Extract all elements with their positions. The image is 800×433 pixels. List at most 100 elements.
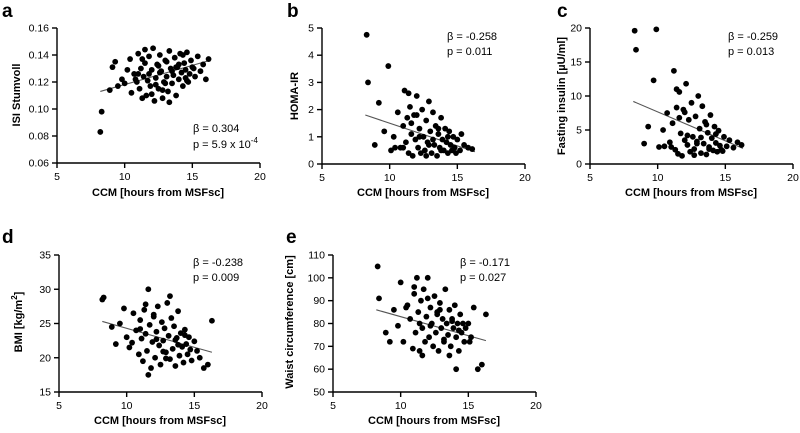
panel-c-point — [681, 109, 688, 116]
panel-d-point — [121, 305, 127, 312]
panel-b-x-label: CCM [hours from MSFsc] — [357, 187, 489, 199]
panel-c-point — [666, 139, 673, 146]
panel-a-point — [144, 77, 151, 84]
panel-a-point — [152, 75, 159, 81]
panel-a-y-tick-label: 0.14 — [29, 50, 50, 62]
panel-c-point — [707, 112, 714, 118]
panel-a-point — [136, 85, 143, 92]
panel-e-point — [416, 348, 423, 354]
panel-e-y-label: Waist circumference [cm] — [284, 255, 296, 389]
panel-a-point — [166, 99, 173, 106]
panel-c-point — [738, 142, 745, 148]
panel-c-x-tick-label: 20 — [787, 172, 799, 184]
panel-b-point — [444, 150, 451, 157]
panel-b-beta: β = -0.258 — [447, 31, 497, 43]
panel-b-point — [415, 144, 421, 151]
panel-c-y-tick-label: 10 — [570, 91, 582, 103]
panel-d-point — [153, 328, 160, 335]
panel-e-ticks: 5 10 15 20 50 60 70 80 90 100 110 — [307, 250, 542, 413]
panel-d-point — [164, 300, 171, 306]
panel-d-pvalue: p = 0.009 — [193, 272, 239, 284]
panel-d-point — [160, 348, 167, 355]
panel-e-point — [382, 329, 389, 336]
panel-c-point — [669, 120, 676, 127]
panel-e: e 5 10 15 20 50 60 70 80 90 100 110 CCM [hours fro… — [284, 227, 542, 427]
panel-e-point — [415, 309, 422, 315]
panel-d-y-label-exponent: 2 — [10, 295, 19, 300]
panel-a-beta: β = 0.304 — [193, 123, 239, 135]
panel-d: d 5 10 15 20 15 20 25 30 35 CCM [hours from MSFs… — [2, 227, 268, 427]
panel-d-point — [144, 348, 150, 354]
panel-d-point — [172, 337, 179, 343]
panel-c-y-tick-label: 5 — [576, 125, 582, 137]
panel-b-y-tick-label: 1 — [308, 131, 314, 143]
panel-a-point — [173, 92, 179, 99]
panel-b-x-tick-label: 20 — [519, 172, 531, 184]
panel-e-point — [407, 316, 414, 322]
panel-a-point — [148, 91, 155, 98]
panel-d-point — [141, 306, 148, 313]
panel-e-point — [376, 295, 382, 302]
panel-e-point — [416, 320, 423, 327]
panel-b-point — [408, 131, 415, 137]
panel-c-point — [703, 151, 710, 158]
panel-b-y-tick-label: 5 — [308, 23, 314, 35]
panel-e-point — [466, 338, 473, 345]
panel-a-point — [194, 53, 201, 60]
panel-a-pvalue-exponent: -4 — [251, 136, 259, 145]
panel-b-y-tick-label: 0 — [308, 159, 314, 171]
panel-d-point — [137, 326, 144, 332]
panel-b-point — [392, 144, 398, 151]
panel-a-point — [197, 68, 204, 75]
panel-d-point — [154, 303, 161, 310]
panel-b-point — [442, 125, 449, 132]
panel-e-y-tick-label: 100 — [307, 272, 325, 284]
panel-b-point — [430, 109, 436, 116]
panel-d-y-tick-label: 25 — [39, 318, 51, 330]
panel-e-point — [423, 313, 430, 320]
panel-b-point — [420, 133, 427, 140]
panel-d-point — [123, 334, 130, 341]
panel-c-point — [664, 110, 671, 116]
panel-e-point — [465, 320, 472, 327]
panel-a-pvalue: p = 5.9 x 10-4 — [193, 136, 258, 151]
panel-d-point — [184, 351, 191, 358]
panel-a-point — [146, 53, 152, 60]
panel-d-point — [145, 286, 152, 293]
panel-e-point — [419, 325, 426, 331]
panel-b-point — [430, 136, 436, 143]
panel-b-point — [412, 136, 419, 143]
panel-c-point — [711, 123, 718, 130]
panel-b-point — [426, 142, 432, 148]
panel-d-point — [126, 344, 133, 351]
panel-e-point — [391, 306, 397, 313]
panel-b-point — [400, 123, 407, 129]
panel-e-point — [424, 274, 431, 281]
panel-b-point — [431, 142, 438, 148]
panel-c-point — [692, 113, 699, 120]
panel-b-x-tick-label: 5 — [319, 172, 325, 184]
panel-a-x-tick-label: 5 — [54, 171, 60, 183]
panel-c-x-label: CCM [hours from MSFsc] — [625, 187, 757, 199]
panel-d-y-label: BMI [kg/m2] — [10, 291, 25, 352]
panel-a-point — [142, 46, 148, 53]
panel-letter-c: c — [557, 1, 568, 22]
panel-c-y-label: Fasting insulin [µU/ml] — [556, 37, 568, 156]
panel-a-point — [162, 80, 169, 87]
panel-e-point — [411, 284, 418, 290]
panel-a-point — [121, 80, 128, 87]
panel-c-point — [721, 133, 727, 140]
panel-c-points — [631, 26, 745, 159]
panel-a-point — [132, 76, 139, 83]
panel-letter-e: e — [286, 227, 297, 248]
panel-d-point — [156, 342, 163, 349]
panel-c-point — [685, 116, 692, 123]
panel-a-point — [151, 98, 158, 104]
panel-a-y-tick-label: 0.16 — [29, 23, 50, 35]
panel-d-points — [99, 286, 215, 378]
panel-d-point — [148, 365, 154, 371]
panel-a-x-tick-label: 15 — [186, 171, 198, 183]
panel-c-pvalue: p = 0.013 — [728, 46, 774, 58]
panel-e-y-tick-label: 110 — [308, 250, 325, 262]
panel-c-point — [706, 146, 712, 152]
